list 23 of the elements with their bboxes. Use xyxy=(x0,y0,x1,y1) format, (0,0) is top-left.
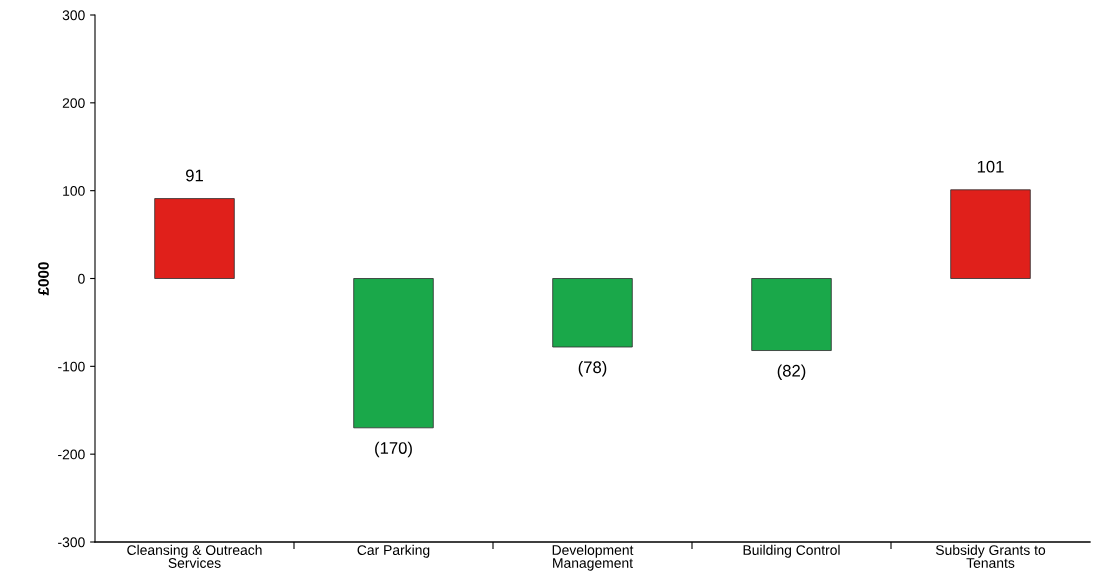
y-tick-label: -100 xyxy=(58,361,85,372)
x-tick-label: Development Management xyxy=(552,544,634,571)
y-tick-label: 300 xyxy=(62,10,85,21)
data-label: (78) xyxy=(578,360,607,377)
y-tick-label: 100 xyxy=(63,186,85,196)
y-tick-label: -300 xyxy=(58,537,85,548)
data-label: (82) xyxy=(777,364,806,380)
data-label: (170) xyxy=(375,441,412,458)
x-tick-label: Cleansing & Outreach Services xyxy=(127,544,262,568)
data-label: 91 xyxy=(186,169,203,182)
bar xyxy=(950,189,1031,279)
bar xyxy=(154,198,235,279)
y-axis-title: £000 xyxy=(38,262,49,296)
bar xyxy=(353,278,434,429)
y-tick-label: 0 xyxy=(78,273,85,284)
x-tick-label: Subsidy Grants to Tenants xyxy=(935,544,1046,568)
x-tick-label: Car Parking xyxy=(357,544,430,558)
bar xyxy=(751,278,832,351)
bar xyxy=(552,278,633,348)
x-tick-label: Building Control xyxy=(743,544,840,558)
y-tick-label: -200 xyxy=(58,449,85,460)
data-label: 101 xyxy=(977,160,1004,173)
y-tick-label: 200 xyxy=(62,98,85,108)
